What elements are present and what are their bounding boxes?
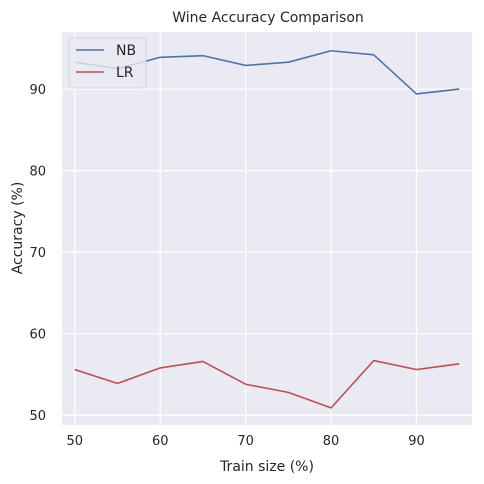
x-tick-label: 80 [323,434,340,449]
x-tick-label: 70 [237,434,254,449]
x-axis-label: Train size (%) [219,459,314,475]
y-tick-label: 90 [29,83,46,98]
y-tick-label: 80 [29,165,46,180]
y-tick-label: 70 [29,246,46,261]
legend: NB LR [68,37,147,89]
legend-label-nb: NB [116,43,136,59]
x-tick-label: 60 [152,434,169,449]
tick-labels: 50 60 70 80 90 50 60 70 80 90 [29,83,424,449]
plot-area [62,32,472,425]
legend-label-lr: LR [116,65,134,81]
x-tick-label: 50 [67,434,84,449]
y-tick-label: 60 [29,328,46,343]
grid-lines [62,32,472,425]
y-tick-label: 50 [29,409,46,424]
x-tick-label: 90 [408,434,425,449]
series-line-lr [74,359,460,409]
chart-title: Wine Accuracy Comparison [172,10,364,26]
y-axis-label: Accuracy (%) [10,182,26,275]
